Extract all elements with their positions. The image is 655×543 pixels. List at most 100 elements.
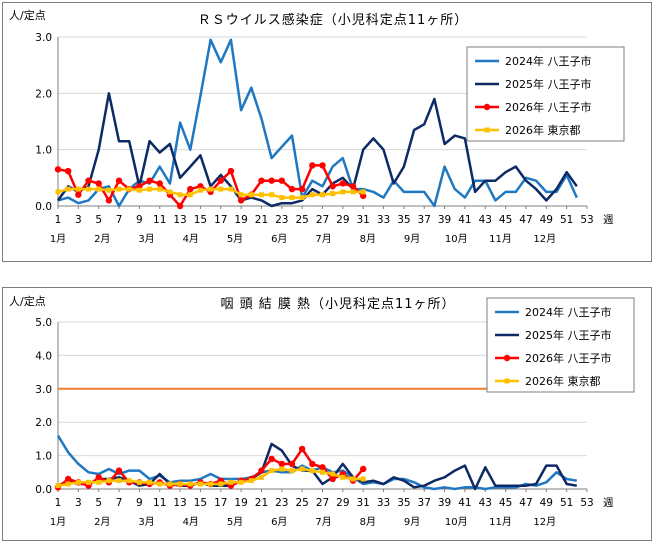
x-tick-label: 9 bbox=[136, 214, 143, 226]
data-point bbox=[359, 465, 367, 473]
x-tick-label: 13 bbox=[173, 497, 186, 509]
x-tick-label: 37 bbox=[418, 497, 431, 509]
data-point bbox=[86, 479, 92, 485]
data-point bbox=[85, 177, 92, 184]
legend-label: 2026年 八王子市 bbox=[525, 351, 612, 365]
data-point bbox=[75, 479, 81, 485]
chart-title: ＲＳウイルス感染症（小児科定点11ヶ所） bbox=[198, 12, 469, 28]
month-label: 7月 bbox=[315, 516, 331, 528]
x-tick-label: 15 bbox=[194, 214, 207, 226]
data-point bbox=[238, 479, 244, 485]
data-point bbox=[339, 180, 347, 187]
legend-marker bbox=[503, 354, 511, 362]
legend-label: 2026年 八王子市 bbox=[505, 100, 592, 114]
x-tick-label: 51 bbox=[560, 497, 573, 509]
x-tick-label: 5 bbox=[95, 497, 102, 509]
x-tick-label: 31 bbox=[357, 497, 370, 509]
data-point bbox=[349, 183, 357, 190]
x-tick-label: 41 bbox=[458, 497, 471, 509]
x-tick-label: 21 bbox=[255, 497, 268, 509]
pcf-chart: 咽 頭 結 膜 熱（小児科定点11ヶ所） 人/定点 0.0 1.0 2.0 3.0 4.0 5… bbox=[9, 294, 635, 528]
data-point bbox=[55, 189, 61, 195]
x-axis-unit: 週 bbox=[603, 214, 614, 226]
month-label: 8月 bbox=[360, 233, 376, 245]
data-point bbox=[298, 185, 306, 193]
y-tick-label: 1.0 bbox=[35, 145, 52, 157]
x-tick-label: 11 bbox=[153, 214, 166, 226]
x-tick-label: 29 bbox=[336, 214, 349, 226]
data-point bbox=[157, 481, 163, 487]
data-point bbox=[340, 189, 346, 195]
data-point bbox=[95, 180, 102, 187]
x-tick-label: 23 bbox=[275, 497, 288, 509]
legend-box bbox=[466, 46, 625, 142]
data-point bbox=[258, 467, 265, 474]
data-point bbox=[319, 464, 326, 471]
data-point bbox=[228, 186, 234, 192]
data-point bbox=[55, 483, 61, 489]
data-point bbox=[288, 185, 296, 193]
x-tick-label: 31 bbox=[357, 214, 370, 226]
y-tick-label: 0.0 bbox=[35, 201, 52, 213]
x-tick-label: 49 bbox=[540, 497, 553, 509]
data-point bbox=[96, 186, 102, 192]
month-label: 9月 bbox=[404, 516, 420, 528]
pcf-chart-panel: 咽 頭 結 膜 熱（小児科定点11ヶ所） 人/定点 0.0 1.0 2.0 3.0 4.0 5… bbox=[2, 287, 652, 541]
data-point bbox=[360, 189, 366, 195]
x-tick-label: 45 bbox=[499, 497, 512, 509]
data-point bbox=[258, 192, 264, 198]
data-point bbox=[75, 191, 82, 198]
x-tick-label: 35 bbox=[397, 214, 410, 226]
x-tick-label: 9 bbox=[136, 497, 143, 509]
y-tick-label: 4.0 bbox=[35, 350, 52, 362]
data-point bbox=[177, 481, 183, 487]
legend-marker bbox=[483, 103, 491, 111]
month-label: 12月 bbox=[533, 516, 556, 528]
rsv-chart: ＲＳウイルス感染症（小児科定点11ヶ所）人/定点0.01.02.03.01 3 5 7… bbox=[9, 8, 625, 245]
x-tick-label: 39 bbox=[438, 497, 451, 509]
data-point bbox=[268, 177, 275, 184]
data-point bbox=[350, 476, 356, 482]
legend-label: 2024年 八王子市 bbox=[525, 305, 612, 319]
data-point bbox=[136, 187, 142, 193]
x-tick-label: 35 bbox=[397, 497, 410, 509]
month-label: 1月 bbox=[50, 233, 66, 245]
data-point bbox=[156, 180, 163, 187]
x-tick-label: 3 bbox=[75, 497, 82, 509]
y-tick-label: 2.0 bbox=[35, 417, 52, 429]
month-label: 8月 bbox=[360, 516, 376, 528]
x-tick-label: 19 bbox=[234, 497, 247, 509]
data-point bbox=[330, 471, 336, 477]
y-tick-label: 1.0 bbox=[35, 451, 52, 463]
data-point bbox=[217, 177, 224, 184]
x-tick-label: 11 bbox=[153, 497, 166, 509]
data-point bbox=[65, 186, 71, 192]
x-tick-label: 27 bbox=[316, 497, 329, 509]
data-point bbox=[176, 202, 184, 210]
data-point bbox=[320, 192, 325, 198]
legend-label: 2024年 八王子市 bbox=[505, 54, 592, 68]
data-point bbox=[197, 481, 203, 487]
x-tick-label: 5 bbox=[95, 214, 102, 226]
data-point bbox=[278, 460, 286, 468]
legend: 2024年 八王子市 2025年 八王子市 2026年 八王子市 2026年 東京都 bbox=[486, 297, 635, 393]
x-tick-label: 43 bbox=[479, 497, 492, 509]
data-point bbox=[147, 479, 153, 485]
data-point bbox=[237, 197, 245, 204]
chart-title: 咽 頭 結 膜 熱（小児科定点11ヶ所） bbox=[220, 297, 455, 312]
data-point bbox=[329, 475, 336, 483]
month-label: 7月 bbox=[315, 233, 331, 245]
data-point bbox=[116, 478, 122, 484]
data-point bbox=[187, 185, 194, 193]
data-point bbox=[309, 192, 315, 198]
data-point bbox=[157, 186, 163, 192]
data-point bbox=[269, 468, 275, 474]
data-point bbox=[126, 186, 132, 192]
data-point bbox=[167, 189, 173, 195]
data-point bbox=[330, 191, 336, 197]
series-line-1 bbox=[56, 92, 578, 208]
data-point bbox=[105, 197, 113, 204]
month-label: 6月 bbox=[271, 233, 287, 245]
data-point bbox=[197, 187, 203, 193]
month-label: 11月 bbox=[489, 233, 512, 245]
